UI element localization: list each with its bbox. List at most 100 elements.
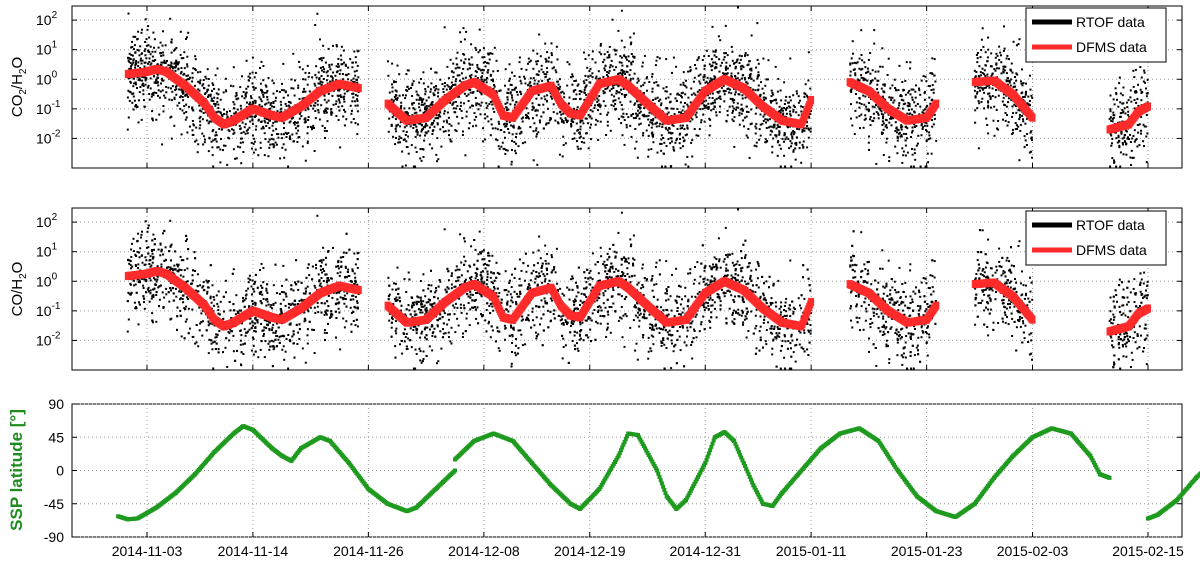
rtof-point (645, 77, 648, 80)
rtof-point (187, 74, 190, 77)
rtof-point (850, 117, 852, 120)
rtof-point (506, 91, 509, 94)
rtof-point (807, 136, 810, 139)
rtof-point (807, 51, 810, 54)
rtof-point (923, 92, 926, 95)
rtof-point (225, 89, 227, 92)
rtof-point (726, 72, 729, 75)
rtof-point (335, 44, 338, 46)
rtof-point (556, 80, 559, 83)
rtof-point (703, 75, 706, 78)
rtof-point (458, 74, 461, 77)
rtof-point (418, 81, 421, 84)
rtof-point (282, 89, 285, 92)
rtof-point (599, 43, 602, 45)
rtof-point (983, 87, 986, 90)
rtof-point (582, 137, 585, 140)
rtof-point (426, 107, 429, 110)
rtof-point (422, 103, 425, 106)
rtof-point (322, 56, 325, 59)
rtof-point (898, 64, 901, 67)
rtof-point (612, 87, 615, 89)
rtof-point (442, 120, 445, 123)
rtof-point (356, 50, 359, 53)
rtof-point (554, 69, 557, 72)
rtof-point (573, 80, 576, 82)
rtof-point (131, 40, 133, 43)
rtof-point (161, 143, 164, 146)
rtof-point (480, 78, 483, 81)
rtof-point (913, 123, 916, 126)
rtof-point (790, 165, 793, 168)
rtof-point (397, 141, 400, 144)
rtof-point (452, 107, 455, 110)
rtof-point (235, 98, 238, 101)
rtof-point (869, 79, 872, 82)
rtof-point (225, 113, 228, 116)
rtof-point (546, 71, 549, 74)
rtof-point (608, 45, 611, 48)
rtof-point (340, 45, 343, 48)
rtof-point (186, 94, 188, 97)
rtof-point (515, 132, 518, 135)
rtof-point (581, 119, 584, 122)
rtof-point (785, 108, 788, 111)
rtof-point (536, 163, 539, 166)
rtof-point (521, 120, 524, 123)
rtof-point (280, 103, 283, 106)
rtof-point (1129, 133, 1132, 136)
rtof-point (1116, 98, 1118, 101)
rtof-point (575, 93, 578, 96)
rtof-point (445, 88, 448, 91)
rtof-point (202, 135, 205, 138)
rtof-point (405, 73, 408, 76)
rtof-point (345, 118, 348, 121)
rtof-point (671, 124, 674, 126)
rtof-point (759, 95, 762, 98)
rtof-point (495, 59, 498, 62)
rtof-point (135, 104, 137, 106)
rtof-point (538, 119, 541, 122)
rtof-point (558, 153, 561, 156)
rtof-point (493, 84, 495, 86)
rtof-point (855, 101, 858, 104)
rtof-point (141, 79, 144, 82)
rtof-point (415, 90, 418, 93)
rtof-point (987, 132, 990, 135)
rtof-point (508, 121, 511, 124)
rtof-point (134, 64, 137, 67)
rtof-point (137, 79, 140, 81)
rtof-point (620, 61, 623, 64)
rtof-point (695, 111, 698, 114)
rtof-point (431, 103, 434, 106)
rtof-point (570, 120, 573, 123)
rtof-point (132, 59, 135, 62)
rtof-point (134, 51, 137, 54)
rtof-point (407, 69, 410, 72)
rtof-point (666, 107, 669, 110)
rtof-point (709, 80, 711, 83)
rtof-point (747, 63, 750, 66)
rtof-point (756, 77, 759, 80)
rtof-point (857, 78, 860, 81)
rtof-point (740, 67, 743, 70)
rtof-point (169, 17, 172, 20)
rtof-point (860, 103, 863, 106)
rtof-point (559, 111, 561, 114)
rtof-point (513, 88, 516, 91)
rtof-point (301, 68, 304, 71)
rtof-point (723, 56, 726, 59)
rtof-point (602, 90, 605, 93)
rtof-point (253, 99, 256, 102)
rtof-point (395, 94, 398, 97)
rtof-point (691, 118, 694, 121)
rtof-point (647, 114, 650, 117)
rtof-point (477, 51, 480, 54)
rtof-point (612, 100, 615, 103)
rtof-point (708, 96, 711, 99)
rtof-point (543, 73, 546, 76)
rtof-point (525, 68, 528, 71)
rtof-point (1137, 104, 1140, 107)
rtof-point (643, 115, 646, 118)
rtof-point (730, 72, 733, 75)
